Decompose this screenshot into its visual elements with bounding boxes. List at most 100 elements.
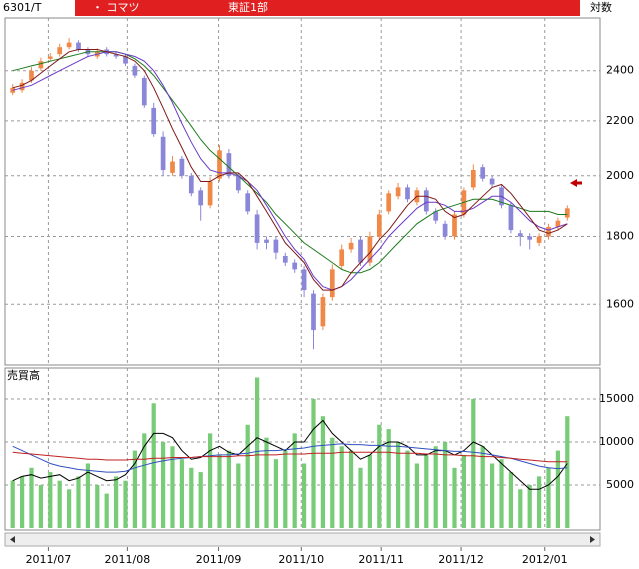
candle-body <box>170 161 175 173</box>
candle-body <box>395 187 401 197</box>
volume-bar <box>320 416 326 528</box>
candle-body <box>235 175 241 191</box>
volume-bar <box>207 433 213 528</box>
volume-bar <box>358 467 363 528</box>
price-panel <box>4 17 601 366</box>
volume-bar <box>236 463 241 528</box>
volume-bar <box>142 433 147 528</box>
y-tick-label: 2000 <box>606 169 634 182</box>
moving-average <box>12 51 568 291</box>
candle-body <box>226 153 232 176</box>
volume-bar <box>301 463 307 528</box>
candle-body <box>38 61 44 69</box>
header-bar <box>75 0 580 16</box>
candle-body <box>527 236 533 240</box>
volume-bar <box>179 459 185 528</box>
x-tick-label: 2011/07 <box>26 553 72 566</box>
candle-body <box>29 70 34 81</box>
volume-bar <box>348 450 354 528</box>
volume-bar <box>66 489 72 528</box>
x-tick-label: 2011/08 <box>105 553 151 566</box>
candle-body <box>348 242 354 250</box>
scroll-right[interactable] <box>590 536 595 543</box>
volume-bar <box>292 433 297 528</box>
volume-bar <box>452 467 457 528</box>
volume-bar <box>245 424 250 528</box>
candle-body <box>423 190 429 212</box>
volume-bar <box>480 446 485 528</box>
volume-bar <box>123 480 128 528</box>
candle-body <box>301 269 307 291</box>
volume-bar <box>170 446 175 528</box>
candle-body <box>217 150 222 179</box>
volume-bar <box>283 450 288 528</box>
candle-body <box>282 255 288 263</box>
y-tick-label: 1600 <box>606 297 634 310</box>
volume-bar <box>57 480 62 528</box>
volume-bar <box>367 454 373 528</box>
x-tick-label: 2012/01 <box>522 553 568 566</box>
moving-average <box>12 419 568 490</box>
volume-bar <box>386 429 391 528</box>
volume-bar <box>104 493 109 528</box>
y-tick-label: 1800 <box>606 229 634 242</box>
candle-body <box>311 293 316 331</box>
volume-bar <box>254 377 260 528</box>
volume-bar <box>95 484 100 528</box>
scale-mode[interactable]: 対数 <box>590 0 612 14</box>
volume-bar <box>405 450 410 528</box>
candle-body <box>405 187 410 200</box>
candle-body <box>376 214 382 237</box>
candle-body <box>273 239 279 253</box>
scroll-left[interactable] <box>10 536 15 543</box>
candle-body <box>292 262 298 270</box>
volume-bar <box>546 467 551 528</box>
candle-body <box>480 167 486 179</box>
ticker: 6301/T <box>3 1 42 14</box>
volume-bar <box>527 484 532 528</box>
candle-body <box>141 77 147 106</box>
volume-bar <box>198 472 203 528</box>
volume-bar <box>264 437 269 528</box>
candle-body <box>123 56 128 64</box>
y-tick-label: 10000 <box>599 435 634 448</box>
volume-bar <box>151 403 156 528</box>
moving-average <box>12 49 568 291</box>
candle-body <box>442 223 448 237</box>
candle-body <box>151 107 157 135</box>
candle-body <box>207 181 213 206</box>
volume-bar <box>433 446 438 528</box>
candle-body <box>264 239 269 243</box>
volume-bar <box>461 454 467 528</box>
candle-body <box>470 170 476 188</box>
candle-body <box>433 211 439 221</box>
scrollbar[interactable] <box>4 532 601 547</box>
volume-bar <box>10 480 15 528</box>
x-tick-label: 2011/12 <box>438 553 484 566</box>
volume-bar <box>132 450 138 528</box>
volume-bar <box>499 459 504 528</box>
volume-bar <box>273 459 279 528</box>
candle-body <box>517 233 523 237</box>
volume-bar <box>471 398 476 528</box>
volume-bar <box>226 450 232 528</box>
price-marker <box>570 179 582 187</box>
volume-bar <box>489 463 495 528</box>
volume-bar <box>339 446 344 528</box>
candle-body <box>339 249 345 266</box>
candle-body <box>508 205 514 231</box>
volume-bar <box>424 454 429 528</box>
volume-bar <box>19 476 25 528</box>
moving-average <box>12 451 568 463</box>
candle-body <box>329 269 335 298</box>
volume-bar <box>160 441 166 528</box>
candle-body <box>367 236 373 263</box>
candle-body <box>564 208 570 218</box>
volume-bar <box>38 484 44 528</box>
volume-bar <box>442 441 448 528</box>
y-tick-label: 5000 <box>606 478 634 491</box>
x-tick-label: 2011/09 <box>196 553 242 566</box>
